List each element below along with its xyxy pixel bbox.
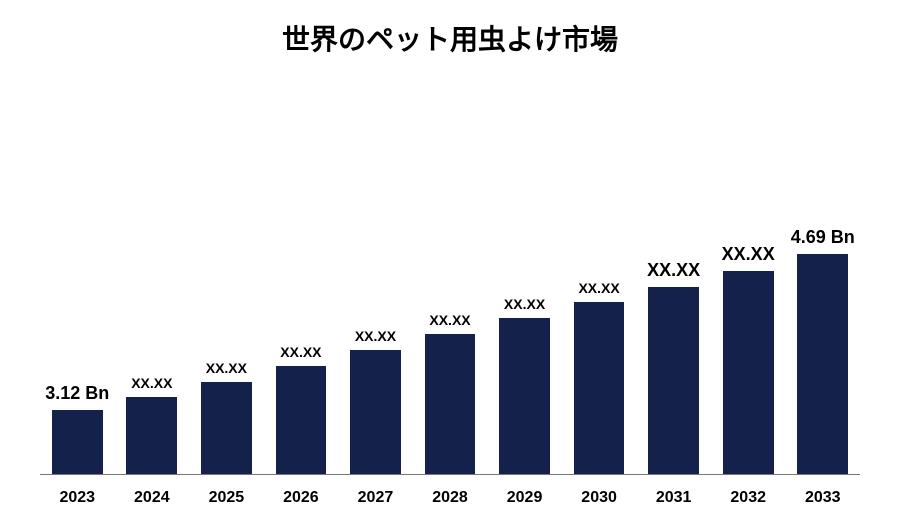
x-axis-label: 2024 xyxy=(115,489,190,507)
bar-slot: 4.69 Bn xyxy=(785,254,860,474)
x-axis-label: 2028 xyxy=(413,489,488,507)
x-axis-label: 2026 xyxy=(264,489,339,507)
x-axis-label: 2032 xyxy=(711,489,786,507)
bar-rect xyxy=(574,302,625,474)
x-axis-label: 2031 xyxy=(636,489,711,507)
bar-slot: 3.12 Bn xyxy=(40,410,115,475)
bar-rect xyxy=(276,366,327,474)
x-axis-label: 2030 xyxy=(562,489,637,507)
bar-slot: XX.XX xyxy=(487,318,562,474)
bar-slot: XX.XX xyxy=(636,287,711,475)
bar-rect xyxy=(201,382,252,474)
bar-rect xyxy=(723,271,774,474)
bar-rect xyxy=(350,350,401,474)
x-axis-label: 2023 xyxy=(40,489,115,507)
bar-slot: XX.XX xyxy=(189,382,264,474)
bar-rect xyxy=(648,287,699,475)
x-axis-labels: 2023202420252026202720282029203020312032… xyxy=(40,489,860,507)
x-axis-label: 2027 xyxy=(338,489,413,507)
bar-rect xyxy=(52,410,103,475)
bar-rect xyxy=(126,397,177,474)
bar-rect xyxy=(797,254,848,474)
bar-slot: XX.XX xyxy=(711,271,786,474)
x-axis-label: 2029 xyxy=(487,489,562,507)
bar-slot: XX.XX xyxy=(338,350,413,474)
bar-slot: XX.XX xyxy=(115,397,190,474)
bars-container: 3.12 BnXX.XXXX.XXXX.XXXX.XXXX.XXXX.XXXX.… xyxy=(40,90,860,475)
x-axis-label: 2025 xyxy=(189,489,264,507)
x-axis-label: 2033 xyxy=(785,489,860,507)
chart-title: 世界のペット用虫よけ市場 xyxy=(0,0,900,58)
bar-slot: XX.XX xyxy=(413,334,488,474)
bar-rect xyxy=(499,318,550,474)
chart-plot-area: 3.12 BnXX.XXXX.XXXX.XXXX.XXXX.XXXX.XXXX.… xyxy=(40,90,860,475)
bar-slot: XX.XX xyxy=(264,366,339,474)
bar-slot: XX.XX xyxy=(562,302,637,474)
bar-value-label: 4.69 Bn xyxy=(771,227,875,248)
bar-rect xyxy=(425,334,476,474)
